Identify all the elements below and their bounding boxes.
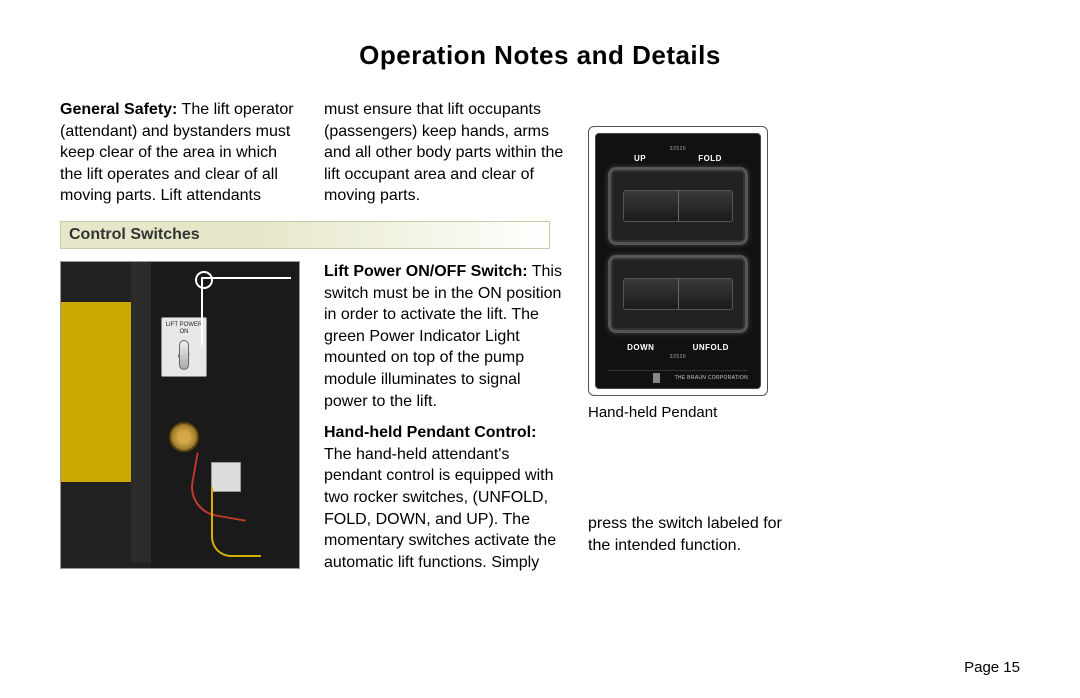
pendant-brand-row: THE BRAUN CORPORATION (608, 370, 748, 384)
pendant-label-up: UP (634, 154, 646, 163)
pendant-label-fold: FOLD (698, 154, 722, 163)
pendant-control-heading: Hand-held Pendant Control: (324, 424, 536, 441)
pendant-figure: 32525 UP FOLD DOWN UNFOLD 32526 (588, 126, 778, 421)
pendant-top-labels: UP FOLD (608, 154, 748, 163)
callout-leader-horizontal (201, 277, 291, 279)
braun-logo-icon (653, 373, 671, 383)
pendant-model-bottom: 32526 (608, 354, 748, 360)
middle-text-column: Lift Power ON/OFF Switch: This switch mu… (324, 261, 564, 583)
general-safety-col1: General Safety: The lift operator (atten… (60, 99, 300, 207)
general-safety-text2: must ensure that lift occupants (passeng… (324, 101, 563, 204)
pendant-bottom-labels: DOWN UNFOLD (608, 343, 748, 352)
general-safety-col2: must ensure that lift occupants (passeng… (324, 99, 564, 207)
lower-columns: LIFT POWER ON OFF Lift Power ON/OFF Swit… (60, 261, 1020, 583)
hex-fitting-icon (169, 422, 199, 452)
right-column: 32525 UP FOLD DOWN UNFOLD 32526 (588, 261, 788, 583)
pendant-control-text: The hand-held attendant's pendant contro… (324, 446, 556, 571)
page-title: Operation Notes and Details (60, 40, 1020, 71)
yellow-wire-icon (211, 487, 261, 557)
document-page: Operation Notes and Details General Safe… (0, 0, 1080, 698)
section-heading-bar: Control Switches (60, 221, 550, 249)
callout-leader-vertical (201, 277, 203, 345)
top-columns: General Safety: The lift operator (atten… (60, 99, 1020, 207)
lift-power-text: This switch must be in the ON position i… (324, 263, 562, 410)
col3-continuation-text: press the switch labeled for the intende… (588, 513, 788, 556)
pendant-brand-text: THE BRAUN CORPORATION (675, 375, 748, 381)
pendant-rocker-top (608, 167, 748, 245)
pendant-model-top: 32525 (608, 146, 748, 152)
toggle-switch-icon (179, 340, 189, 370)
page-number: Page 15 (964, 659, 1020, 676)
plate-line1: LIFT POWER (162, 322, 206, 329)
plate-line2: ON (162, 329, 206, 336)
lift-power-heading: Lift Power ON/OFF Switch: (324, 263, 528, 280)
general-safety-heading: General Safety: (60, 101, 177, 118)
pendant-face: 32525 UP FOLD DOWN UNFOLD 32526 (595, 133, 761, 389)
switch-photo: LIFT POWER ON OFF (60, 261, 300, 569)
pendant-rocker-bottom (608, 255, 748, 333)
pendant-caption: Hand-held Pendant (588, 404, 778, 421)
pendant-label-down: DOWN (627, 343, 654, 352)
pendant-outline: 32525 UP FOLD DOWN UNFOLD 32526 (588, 126, 768, 396)
pendant-label-unfold: UNFOLD (693, 343, 729, 352)
